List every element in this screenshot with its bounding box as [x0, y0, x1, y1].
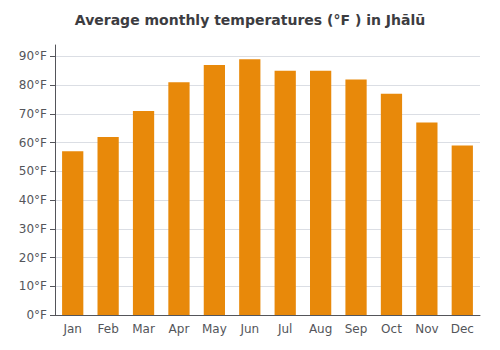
svg-text:Jan: Jan [62, 322, 82, 336]
svg-text:80°F: 80°F [19, 78, 47, 92]
svg-text:70°F: 70°F [19, 107, 47, 121]
svg-text:20°F: 20°F [19, 251, 47, 265]
svg-text:Feb: Feb [98, 322, 119, 336]
svg-text:Mar: Mar [132, 322, 155, 336]
svg-text:60°F: 60°F [19, 136, 47, 150]
svg-text:90°F: 90°F [19, 49, 47, 63]
svg-text:Apr: Apr [169, 322, 190, 336]
svg-text:40°F: 40°F [19, 193, 47, 207]
svg-text:Average monthly temperatures (: Average monthly temperatures (°F ) in Jh… [75, 12, 425, 28]
svg-text:50°F: 50°F [19, 164, 47, 178]
svg-text:Oct: Oct [381, 322, 402, 336]
svg-text:10°F: 10°F [19, 279, 47, 293]
svg-text:Jul: Jul [277, 322, 292, 336]
svg-text:Nov: Nov [415, 322, 438, 336]
svg-text:30°F: 30°F [19, 222, 47, 236]
svg-text:Sep: Sep [345, 322, 368, 336]
svg-text:Dec: Dec [451, 322, 474, 336]
svg-text:0°F: 0°F [26, 308, 47, 322]
svg-text:Aug: Aug [309, 322, 332, 336]
svg-text:Jun: Jun [239, 322, 259, 336]
svg-text:May: May [202, 322, 227, 336]
